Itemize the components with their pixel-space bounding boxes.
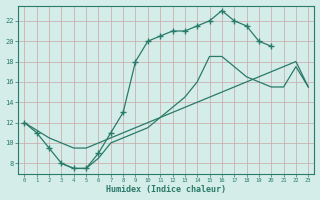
X-axis label: Humidex (Indice chaleur): Humidex (Indice chaleur) — [106, 185, 226, 194]
